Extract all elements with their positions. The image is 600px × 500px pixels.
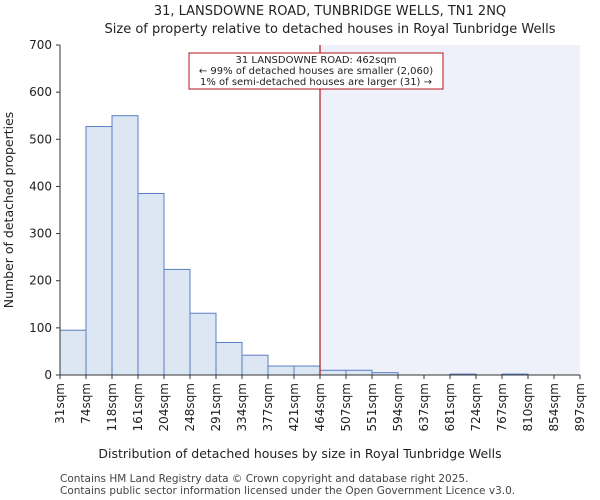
x-tick-label: 74sqm (79, 383, 93, 424)
x-tick-label: 118sqm (105, 383, 119, 431)
bars (59, 115, 529, 376)
x-ticks: 31sqm 74sqm 118sqm 161sqm 204sqm 248sqm 291sqm… (53, 375, 587, 431)
y-tick-label: 400 (29, 179, 52, 193)
x-tick-label: 248sqm (183, 383, 197, 431)
bar-377sqm (267, 365, 295, 376)
x-tick-label: 810sqm (521, 383, 535, 431)
footer-line-1: Contains HM Land Registry data © Crown c… (60, 473, 468, 485)
x-axis-label: Distribution of detached houses by size … (98, 446, 501, 461)
bar-118sqm (111, 115, 139, 376)
y-axis-label: Number of detached properties (1, 112, 16, 309)
y-tick-label: 100 (29, 321, 52, 335)
x-tick-label: 724sqm (469, 383, 483, 431)
annotation: 31 LANSDOWNE ROAD: 462sqm ← 99% of detac… (188, 52, 444, 90)
x-tick-label: 897sqm (573, 383, 587, 431)
bar-291sqm (215, 341, 243, 376)
annotation-line-2: ← 99% of detached houses are smaller (2,… (199, 66, 433, 77)
x-tick-label: 204sqm (157, 383, 171, 431)
x-tick-label: 377sqm (261, 383, 275, 431)
y-tick-label: 500 (29, 132, 52, 146)
x-tick-label: 551sqm (365, 383, 379, 431)
y-tick-label: 700 (29, 38, 52, 52)
bar-421sqm (293, 365, 321, 376)
y-tick-label: 0 (44, 368, 52, 382)
x-tick-label: 767sqm (495, 383, 509, 431)
x-tick-label: 681sqm (443, 383, 457, 431)
bar-507sqm (345, 369, 373, 376)
y-ticks: 0 100 200 300 400 500 600 700 (29, 38, 60, 382)
y-tick-label: 300 (29, 227, 52, 241)
chart-title: 31, LANSDOWNE ROAD, TUNBRIDGE WELLS, TN1… (154, 4, 506, 19)
x-tick-label: 637sqm (417, 383, 431, 431)
bar-204sqm (163, 268, 191, 376)
bar-464sqm (319, 369, 347, 376)
chart-subtitle: Size of property relative to detached ho… (105, 22, 556, 37)
x-tick-label: 464sqm (313, 383, 327, 431)
bar-248sqm (189, 312, 217, 376)
bar-74sqm (85, 126, 113, 376)
bar-161sqm (137, 193, 165, 376)
x-tick-label: 334sqm (235, 383, 249, 431)
annotation-box (188, 52, 444, 90)
annotation-line-1: 31 LANSDOWNE ROAD: 462sqm (236, 55, 397, 66)
highlight-region (320, 45, 580, 375)
x-tick-label: 594sqm (391, 383, 405, 431)
larger-region-shade (320, 45, 580, 375)
x-tick-label: 421sqm (287, 383, 301, 431)
footer-line-2: Contains public sector information licen… (60, 485, 515, 497)
y-tick-label: 600 (29, 85, 52, 99)
x-tick-label: 854sqm (547, 383, 561, 431)
y-tick-label: 200 (29, 274, 52, 288)
x-tick-label: 507sqm (339, 383, 353, 431)
x-tick-label: 161sqm (131, 383, 145, 431)
bar-31sqm (59, 329, 87, 376)
x-tick-label: 291sqm (209, 383, 223, 431)
annotation-line-3: 1% of semi-detached houses are larger (3… (200, 77, 432, 88)
bar-334sqm (241, 354, 269, 376)
x-tick-label: 31sqm (53, 383, 67, 424)
